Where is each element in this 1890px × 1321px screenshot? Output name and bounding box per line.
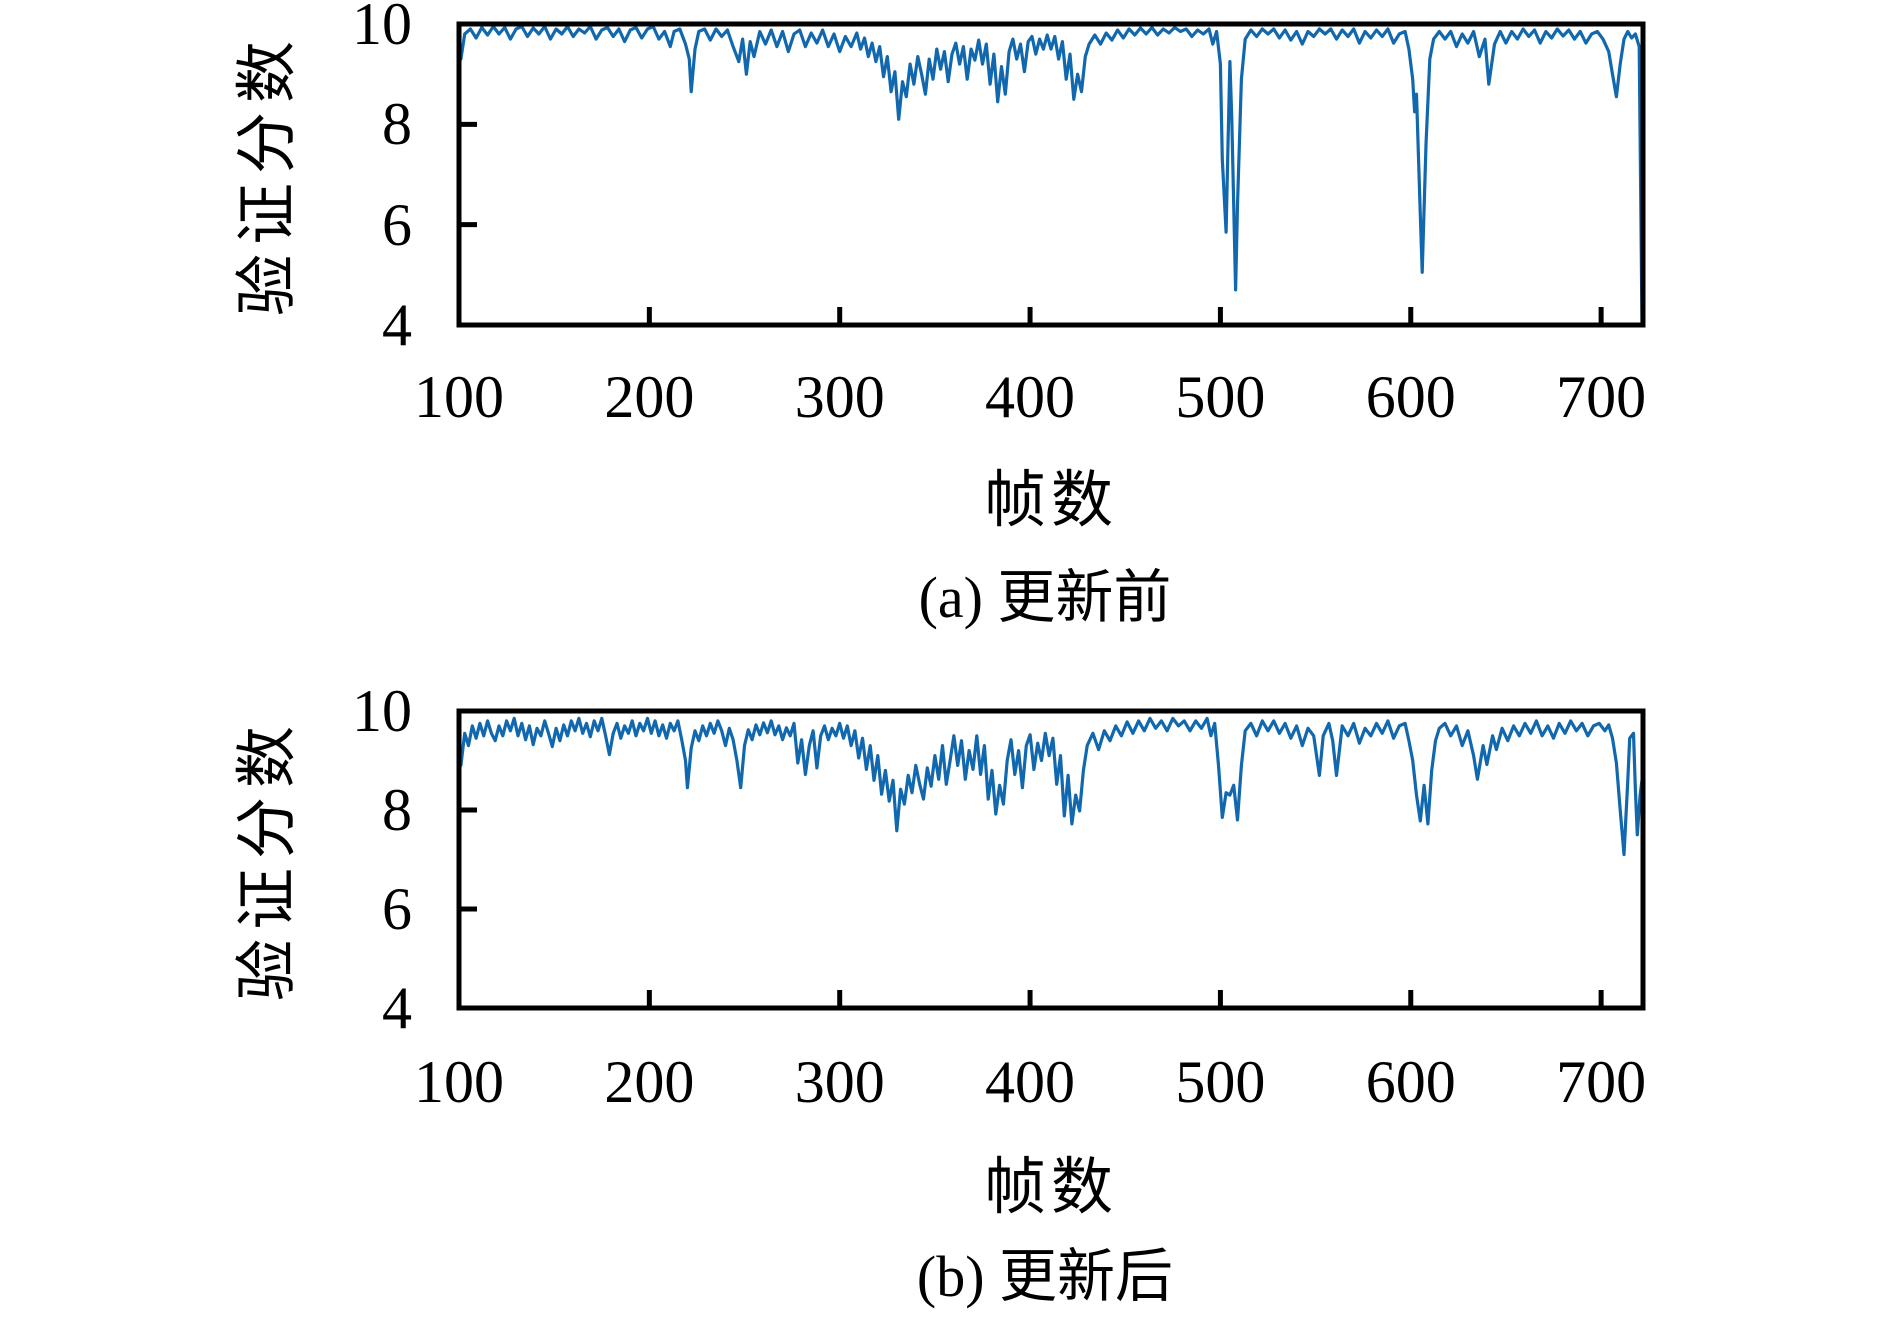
caption-b: (b) 更新后 <box>916 1244 1174 1309</box>
x-tick-label: 400 <box>985 364 1076 430</box>
x-tick-label: 500 <box>1175 364 1266 430</box>
y-axis-title-a: 验证分数 <box>234 31 302 317</box>
x-tick-label: 700 <box>1556 364 1647 430</box>
x-tick-label: 300 <box>794 364 885 430</box>
y-tick-label: 6 <box>382 191 412 258</box>
plot-border <box>456 21 1646 328</box>
x-tick-label: 600 <box>1365 364 1456 430</box>
y-tick-label: 4 <box>382 292 412 358</box>
x-tick-label: 200 <box>604 1049 695 1115</box>
x-tick-label: 300 <box>794 1049 885 1115</box>
y-tick-label: 6 <box>382 876 412 942</box>
x-axis-title-b: 帧数 <box>983 1154 1119 1222</box>
x-axis-title-a: 帧数 <box>983 467 1119 535</box>
series-line <box>458 716 1644 857</box>
y-tick-label: 10 <box>352 0 412 57</box>
x-tick-label: 100 <box>414 364 504 430</box>
x-tick-label: 100 <box>414 1049 504 1115</box>
x-tick-label: 600 <box>1365 1049 1456 1115</box>
y-axis-title-b: 验证分数 <box>234 716 302 1002</box>
y-tick-label: 10 <box>352 678 412 744</box>
x-tick-label: 200 <box>604 364 695 430</box>
series-line <box>458 24 1644 326</box>
x-tick-label: 400 <box>985 1049 1076 1115</box>
x-tick-label: 500 <box>1175 1049 1266 1115</box>
plot-border <box>456 708 1646 1011</box>
caption-a: (a) 更新前 <box>918 565 1172 630</box>
y-tick-label: 8 <box>382 777 412 843</box>
y-tick-label: 4 <box>382 975 412 1041</box>
y-tick-label: 8 <box>382 91 412 158</box>
x-tick-label: 700 <box>1556 1049 1647 1115</box>
